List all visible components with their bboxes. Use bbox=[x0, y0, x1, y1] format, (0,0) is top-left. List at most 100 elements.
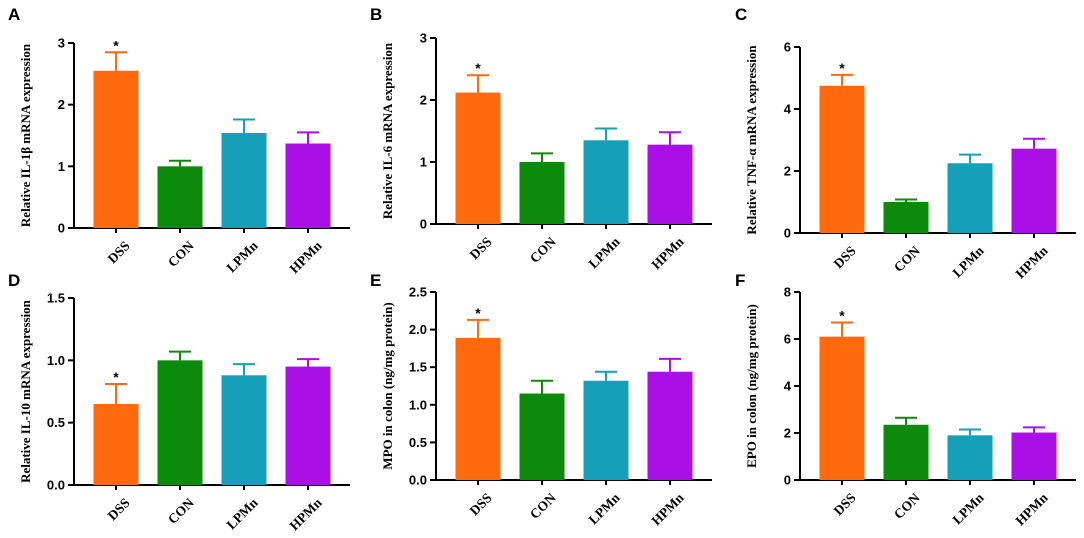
x-tick-label: LPMn bbox=[224, 238, 261, 275]
chart-panel-b: B Relative IL-6 mRNA expression 0 1 2 3 * DSS CO… bbox=[370, 5, 712, 272]
significance-marker: * bbox=[113, 37, 119, 53]
x-tick-label: HPMn bbox=[287, 238, 326, 277]
x-tick-label: HPMn bbox=[649, 490, 688, 529]
y-tick-label: 4 bbox=[784, 379, 792, 394]
y-tick-label: 2 bbox=[784, 426, 791, 441]
y-axis-label: Relative IL-10 mRNA expression bbox=[18, 299, 33, 483]
x-tick-label: DSS bbox=[467, 234, 495, 262]
significance-marker: * bbox=[475, 305, 481, 321]
x-tick-label: CON bbox=[891, 243, 923, 275]
y-tick-label: 2 bbox=[784, 164, 791, 179]
x-tick-label: LPMn bbox=[950, 243, 987, 280]
bar-lpmn bbox=[947, 435, 993, 480]
bar-lpmn bbox=[221, 133, 267, 228]
bar-hpmn bbox=[285, 366, 331, 485]
y-tick-label: 1.5 bbox=[47, 291, 65, 306]
chart-panel-a: A Relative IL-1β mRNA expression 0 1 2 3 * DSS C… bbox=[8, 5, 350, 276]
bar-hpmn bbox=[647, 371, 693, 480]
y-axis-label: MPO in colon (ng/mg protein) bbox=[380, 302, 395, 469]
y-tick-label: 0.0 bbox=[409, 473, 427, 488]
panel-letter: F bbox=[735, 271, 745, 290]
y-axis-label: EPO in colon (ng/mg protein) bbox=[744, 304, 759, 468]
chart-panel-d: D Relative IL-10 mRNA expression 0.0 0.5 1.0… bbox=[8, 271, 350, 533]
bar-lpmn bbox=[583, 140, 629, 224]
bar-hpmn bbox=[1011, 432, 1057, 480]
panel-letter: E bbox=[370, 271, 381, 290]
bar-dss bbox=[819, 336, 865, 480]
bar-con bbox=[519, 162, 565, 224]
bar-con bbox=[883, 424, 929, 480]
x-tick-label: LPMn bbox=[224, 495, 261, 532]
panel-letter: A bbox=[8, 5, 20, 24]
chart-panel-e: E MPO in colon (ng/mg protein) 0.0 0.5 1.0 1.… bbox=[370, 271, 712, 528]
x-tick-label: DSS bbox=[105, 495, 133, 523]
significance-marker: * bbox=[113, 369, 119, 385]
y-tick-label: 0.0 bbox=[47, 478, 65, 493]
y-tick-label: 0 bbox=[784, 226, 791, 241]
y-tick-label: 8 bbox=[784, 285, 791, 300]
y-tick-label: 1.5 bbox=[409, 360, 427, 375]
y-tick-label: 0.5 bbox=[409, 435, 427, 450]
y-axis-label: Relative IL-1β mRNA expression bbox=[18, 43, 33, 227]
x-tick-label: LPMn bbox=[586, 490, 623, 527]
x-tick-label: HPMn bbox=[1013, 243, 1052, 282]
x-tick-label: HPMn bbox=[649, 234, 688, 273]
chart-panel-f: F EPO in colon (ng/mg protein) 0 2 4 6 8 * DSS CO… bbox=[735, 271, 1076, 528]
y-tick-label: 1.0 bbox=[47, 353, 65, 368]
bar-hpmn bbox=[647, 144, 693, 224]
y-axis-label: Relative IL-6 mRNA expression bbox=[380, 42, 395, 219]
bar-dss bbox=[455, 337, 501, 480]
x-tick-label: CON bbox=[527, 490, 559, 522]
y-tick-label: 0 bbox=[58, 221, 65, 236]
bar-con bbox=[157, 166, 203, 228]
x-tick-label: LPMn bbox=[586, 234, 623, 271]
y-tick-label: 0 bbox=[784, 473, 791, 488]
significance-marker: * bbox=[839, 308, 845, 324]
y-tick-label: 0.5 bbox=[47, 415, 65, 430]
bar-con bbox=[883, 202, 929, 233]
y-tick-label: 6 bbox=[784, 40, 791, 55]
chart-panel-c: C Relative TNF-α mRNA expression 0 2 4 6 * DSS C… bbox=[735, 5, 1076, 281]
bar-lpmn bbox=[221, 375, 267, 485]
x-tick-label: CON bbox=[165, 238, 197, 270]
bar-dss bbox=[93, 403, 139, 485]
y-tick-label: 2.5 bbox=[409, 285, 427, 300]
x-tick-label: DSS bbox=[467, 490, 495, 518]
bar-hpmn bbox=[285, 143, 331, 228]
y-tick-label: 1 bbox=[420, 155, 427, 170]
x-tick-label: DSS bbox=[831, 490, 859, 518]
x-tick-label: DSS bbox=[105, 238, 133, 266]
bar-con bbox=[157, 360, 203, 485]
y-tick-label: 1.0 bbox=[409, 397, 427, 412]
bar-hpmn bbox=[1011, 148, 1057, 233]
bar-con bbox=[519, 393, 565, 480]
bar-lpmn bbox=[583, 380, 629, 480]
bar-dss bbox=[93, 70, 139, 228]
y-tick-label: 2 bbox=[420, 93, 427, 108]
x-tick-label: CON bbox=[891, 490, 923, 522]
panel-letter: B bbox=[370, 5, 382, 24]
x-tick-label: CON bbox=[527, 234, 559, 266]
y-tick-label: 4 bbox=[784, 102, 792, 117]
significance-marker: * bbox=[475, 60, 481, 76]
y-tick-label: 3 bbox=[420, 31, 427, 46]
y-tick-label: 6 bbox=[784, 332, 791, 347]
y-tick-label: 2.0 bbox=[409, 322, 427, 337]
x-tick-label: CON bbox=[165, 495, 197, 527]
y-tick-label: 3 bbox=[58, 36, 65, 51]
significance-marker: * bbox=[839, 60, 845, 76]
bar-lpmn bbox=[947, 163, 993, 233]
y-tick-label: 2 bbox=[58, 97, 65, 112]
x-tick-label: LPMn bbox=[950, 490, 987, 527]
x-tick-label: HPMn bbox=[287, 495, 326, 534]
panel-letter: D bbox=[8, 271, 20, 290]
x-tick-label: HPMn bbox=[1013, 490, 1052, 529]
panel-letter: C bbox=[735, 5, 747, 24]
x-tick-label: DSS bbox=[831, 243, 859, 271]
y-tick-label: 1 bbox=[58, 159, 65, 174]
y-axis-label: Relative TNF-α mRNA expression bbox=[744, 45, 759, 235]
bar-dss bbox=[819, 85, 865, 233]
bar-dss bbox=[455, 92, 501, 224]
y-tick-label: 0 bbox=[420, 217, 427, 232]
